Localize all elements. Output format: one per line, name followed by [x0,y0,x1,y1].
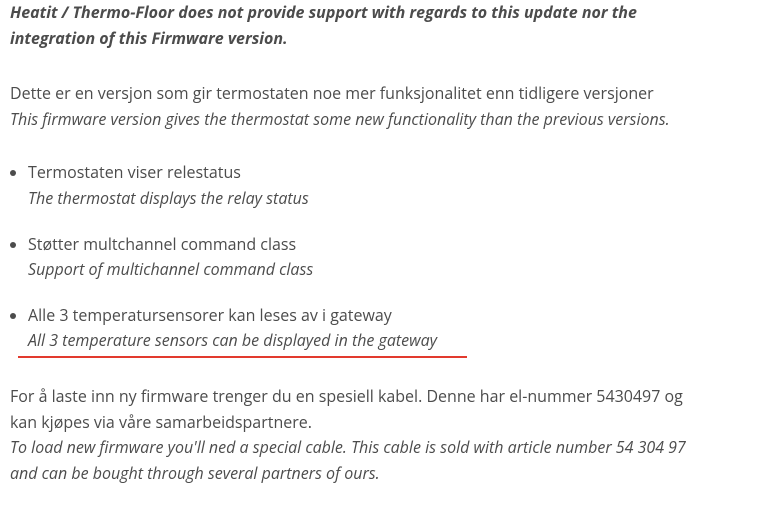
footer-block: For å laste inn ny firmware trenger du e… [10,384,747,486]
list-item: Termostaten viser relestatus The thermos… [28,160,747,211]
intro-en: This firmware version gives the thermost… [10,107,747,133]
highlight-underline [18,356,467,358]
feature-no: Støtter multchannel command class [28,233,296,255]
footer-no-1: For å laste inn ny firmware trenger du e… [10,384,747,410]
list-item: Støtter multchannel command class Suppor… [28,232,747,283]
disclaimer-line-2: integration of this Firmware version. [10,26,747,52]
disclaimer-line-1: Heatit / Thermo-Floor does not provide s… [10,0,747,26]
footer-en-1: To load new firmware you'll ned a specia… [10,435,747,461]
document-root: Heatit / Thermo-Floor does not provide s… [0,0,757,506]
footer-no-2: kan kjøpes via våre samarbeidspartnere. [10,410,747,436]
feature-no: Alle 3 temperatursensorer kan leses av i… [28,304,392,326]
feature-en: The thermostat displays the relay status [28,187,309,209]
intro-block: Dette er en versjon som gir termostaten … [10,81,747,132]
feature-no: Termostaten viser relestatus [28,161,241,183]
footer-en-2: and can be bought through several partne… [10,461,747,487]
disclaimer-block: Heatit / Thermo-Floor does not provide s… [10,0,747,51]
list-item: Alle 3 temperatursensorer kan leses av i… [28,303,747,354]
feature-en: All 3 temperature sensors can be display… [28,329,437,351]
feature-list: Termostaten viser relestatus The thermos… [10,160,747,354]
feature-en: Support of multichannel command class [28,258,313,280]
underline-wrap: All 3 temperature sensors can be display… [28,328,747,354]
intro-no: Dette er en versjon som gir termostaten … [10,81,747,107]
